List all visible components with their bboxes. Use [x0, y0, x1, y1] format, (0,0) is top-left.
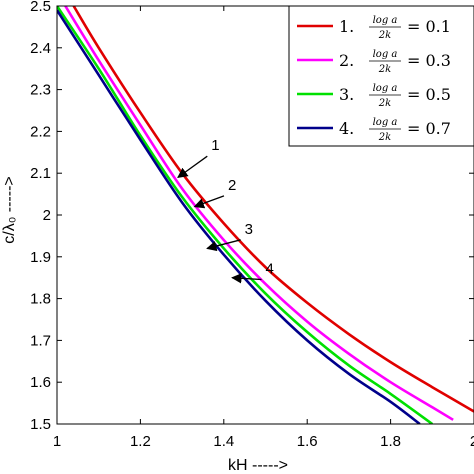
annotation-label-4: 4 [266, 261, 274, 278]
annotation-layer: 1 2 3 4 [177, 137, 274, 284]
legend-denominator: 2k [378, 98, 391, 109]
legend-numerator: log a [373, 117, 398, 128]
x-axis-label: kH -----> [228, 457, 288, 474]
legend-numerator: log a [373, 49, 398, 60]
legend-index: 3. [339, 85, 354, 104]
legend-numerator: log a [373, 83, 398, 94]
y-tick-label: 2.3 [30, 82, 51, 99]
y-tick-label: 2.5 [30, 0, 51, 15]
y-tick-label: 2 [43, 207, 51, 224]
y-tick-label: 1.8 [30, 291, 51, 308]
y-tick-label: 2.2 [30, 123, 51, 140]
annotation-label-2: 2 [228, 177, 236, 194]
series-layer [57, 6, 474, 424]
axes-layer: 11.21.41.61.821.51.61.71.81.922.12.22.32… [30, 0, 474, 450]
series-line-1 [72, 6, 474, 413]
annotation-arrow-4 [231, 273, 262, 284]
legend-value: = 0.7 [407, 119, 451, 138]
legend-index: 4. [339, 119, 354, 138]
legend-value: = 0.1 [407, 17, 451, 36]
x-tick-label: 1.4 [213, 433, 234, 450]
series-line-3 [57, 6, 434, 424]
legend-entry-3: 3. log a 2k = 0.5 [297, 83, 451, 109]
annotation-arrow-2 [193, 195, 225, 209]
x-tick-label: 1 [53, 433, 61, 450]
y-tick-label: 2.4 [30, 40, 51, 57]
annotation-label-1: 1 [211, 137, 219, 154]
annotation-label-3: 3 [245, 221, 253, 238]
legend-value: = 0.3 [407, 51, 451, 70]
legend-box [288, 5, 474, 147]
legend-entry-1: 1. log a 2k = 0.1 [297, 15, 451, 41]
legend-index: 1. [339, 17, 354, 36]
series-line-2 [64, 6, 454, 421]
legend-denominator: 2k [378, 132, 391, 143]
annotation-arrow-1 [177, 155, 208, 178]
legend-entry-2: 2. log a 2k = 0.3 [297, 49, 451, 75]
x-tick-label: 1.2 [130, 433, 151, 450]
y-axis-label: c/λ₀ -----> [1, 176, 18, 244]
legend-denominator: 2k [378, 64, 391, 75]
legend-numerator: log a [373, 15, 398, 26]
x-tick-label: 1.6 [297, 433, 318, 450]
y-tick-label: 1.7 [30, 332, 51, 349]
x-tick-label: 2 [470, 433, 474, 450]
legend: 1. log a 2k = 0.1 2. log a 2k = 0.3 3. log a 2k = 0… [288, 5, 474, 147]
x-tick-label: 1.8 [380, 433, 401, 450]
y-tick-label: 2.1 [30, 165, 51, 182]
legend-denominator: 2k [378, 30, 391, 41]
annotation-arrow-3 [206, 239, 241, 252]
y-tick-label: 1.6 [30, 374, 51, 391]
legend-entry-4: 4. log a 2k = 0.7 [297, 117, 451, 143]
legend-index: 2. [339, 51, 354, 70]
series-line-4 [57, 9, 421, 424]
y-tick-label: 1.9 [30, 249, 51, 266]
legend-value: = 0.5 [407, 85, 451, 104]
y-tick-label: 1.5 [30, 416, 51, 433]
